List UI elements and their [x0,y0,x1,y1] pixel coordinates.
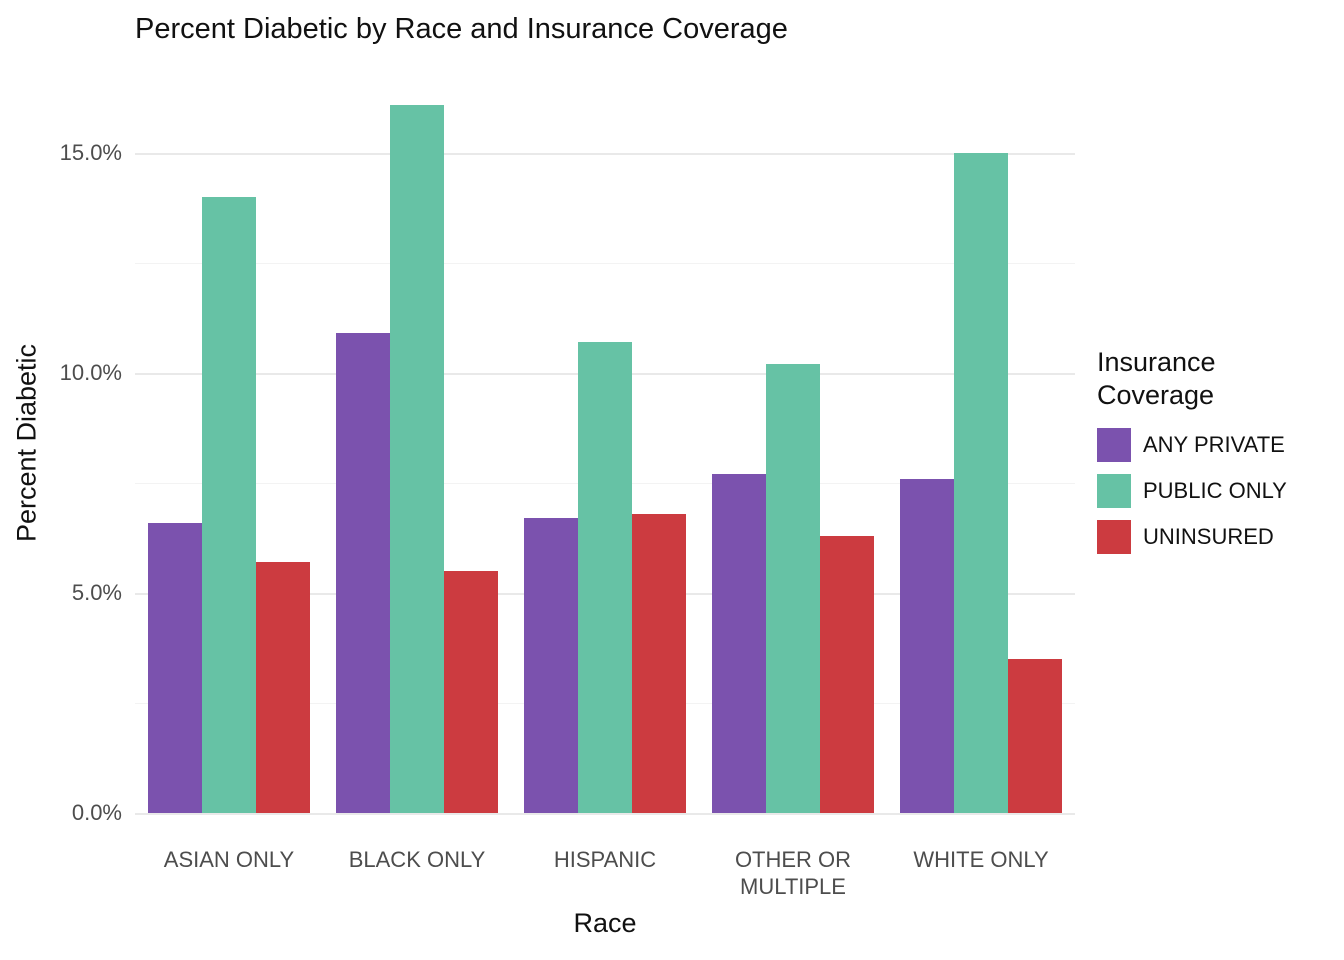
bar [632,513,686,813]
bar [766,364,820,813]
y-tick-label: 10.0% [59,360,122,385]
bar [820,535,874,813]
legend-swatch [1097,428,1131,462]
bar [148,522,202,813]
y-axis-tick-labels: 0.0% 5.0% 10.0% 15.0% [0,65,122,825]
x-tick-label: WHITE ONLY [913,847,1049,872]
x-tick-label: ASIAN ONLY [163,847,295,872]
bar-group [887,153,1075,813]
legend-item-label: ANY PRIVATE [1143,432,1285,457]
plot-panel [135,65,1075,822]
bar [202,197,256,813]
x-tick-label: BLACK ONLY [348,847,486,872]
legend-item-label: PUBLIC ONLY [1143,478,1287,503]
bar-group [323,104,511,813]
legend-item: UNINSURED [1097,520,1342,554]
legend-swatch [1097,474,1131,508]
legend-item: PUBLIC ONLY [1097,474,1342,508]
legend-title: Insurance Coverage [1097,347,1216,410]
bar [1008,659,1062,813]
y-tick-label: 15.0% [59,140,122,165]
bar [336,333,390,813]
bar [524,518,578,813]
y-tick-label: 0.0% [71,800,122,825]
bar [712,474,766,813]
bar [256,562,310,813]
y-tick-label: 5.0% [71,580,122,605]
legend: Insurance Coverage ANY PRIVATE PUBLIC ONL… [1097,346,1342,566]
bar [390,104,444,813]
x-axis-tick-labels: ASIAN ONLY BLACK ONLY HISPANIC OTHER OR MUL… [135,846,1075,916]
major-gridline [135,813,1075,815]
x-tick-label: HISPANIC [553,847,657,872]
bar-group [699,364,887,813]
bar-group [135,197,323,813]
legend-item: ANY PRIVATE [1097,428,1342,462]
x-tick-label: OTHER OR MULTIPLE [734,847,852,899]
bar-group [511,342,699,813]
x-axis-title: Race [573,908,637,938]
legend-item-label: UNINSURED [1143,524,1274,549]
bar [900,478,954,813]
bar [578,342,632,813]
chart-title: Percent Diabetic by Race and Insurance C… [135,13,788,45]
bar [444,571,498,813]
legend-swatch [1097,520,1131,554]
minor-gridline [135,263,1075,264]
bar [954,153,1008,813]
legend-items: ANY PRIVATE PUBLIC ONLY UNINSURED [1097,428,1342,554]
major-gridline [135,153,1075,155]
